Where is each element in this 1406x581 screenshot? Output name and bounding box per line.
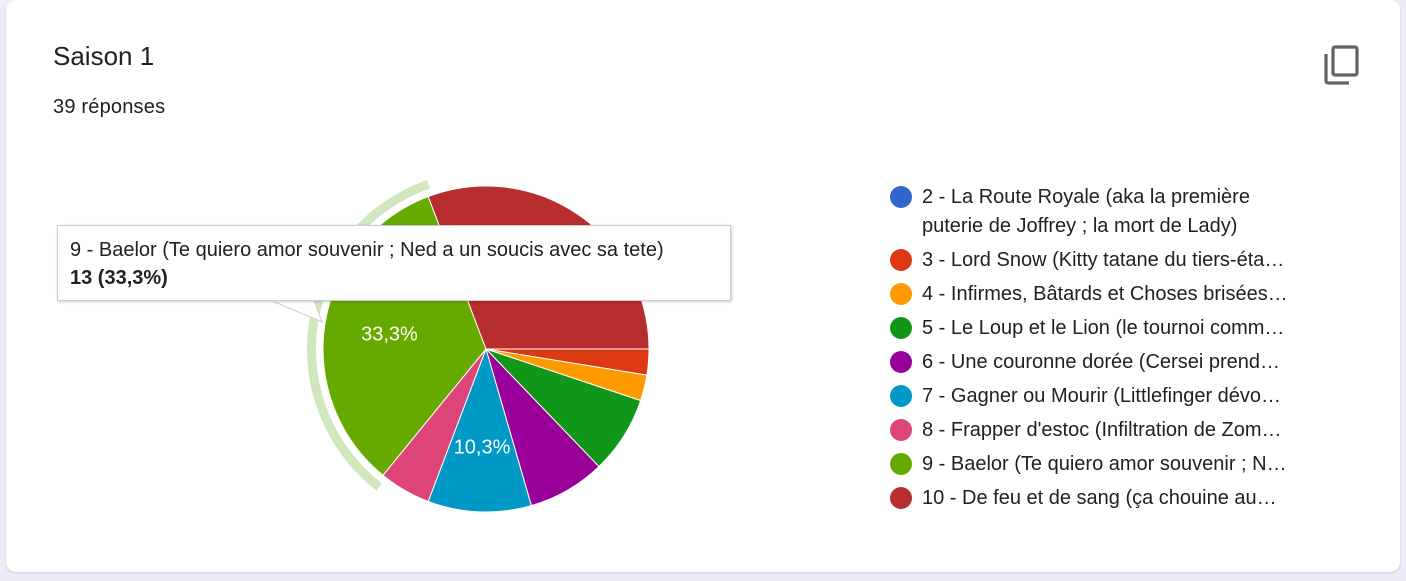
pie-slice[interactable] xyxy=(427,347,532,513)
legend-item[interactable]: 7 - Gagner ou Mourir (Littlefinger dévo… xyxy=(890,382,1330,411)
legend-swatch xyxy=(890,249,912,271)
slice-percent-label: 10,3% xyxy=(454,437,511,459)
legend-label: 6 - Une couronne dorée (Cersei prend… xyxy=(922,351,1280,373)
legend-swatch xyxy=(890,385,912,407)
response-count: 39 réponses xyxy=(53,96,166,118)
legend-label: 8 - Frapper d'estoc (Infiltration de Zom… xyxy=(922,419,1282,441)
legend-item[interactable]: 8 - Frapper d'estoc (Infiltration de Zom… xyxy=(890,416,1330,445)
legend-label: 3 - Lord Snow (Kitty tatane du tiers-éta… xyxy=(922,249,1285,271)
tooltip-pointer xyxy=(270,300,323,323)
legend-swatch xyxy=(890,487,912,509)
question-title: Saison 1 xyxy=(53,41,155,71)
legend-label: 7 - Gagner ou Mourir (Littlefinger dévo… xyxy=(922,385,1282,407)
legend-label: 2 - La Route Royale (aka la première put… xyxy=(922,186,1250,237)
chart-legend: 2 - La Route Royale (aka la première put… xyxy=(890,183,1330,518)
legend-swatch xyxy=(890,186,912,208)
legend-item[interactable]: 10 - De feu et de sang (ça chouine au… xyxy=(890,484,1330,513)
copy-icon xyxy=(1324,45,1359,85)
legend-item[interactable]: 9 - Baelor (Te quiero amor souvenir ; N… xyxy=(890,450,1330,479)
legend-item[interactable]: 2 - La Route Royale (aka la première put… xyxy=(890,183,1330,241)
copy-chart-button[interactable] xyxy=(1314,38,1368,92)
legend-item[interactable]: 6 - Une couronne dorée (Cersei prend… xyxy=(890,348,1330,377)
slice-tooltip: 9 - Baelor (Te quiero amor souvenir ; Ne… xyxy=(57,225,731,301)
legend-label: 4 - Infirmes, Bâtards et Choses brisées… xyxy=(922,283,1288,305)
legend-label: 5 - Le Loup et le Lion (le tournoi comm… xyxy=(922,317,1285,339)
legend-item[interactable]: 5 - Le Loup et le Lion (le tournoi comm… xyxy=(890,314,1330,343)
legend-swatch xyxy=(890,419,912,441)
legend-swatch xyxy=(890,283,912,305)
tooltip-label: 9 - Baelor (Te quiero amor souvenir ; Ne… xyxy=(70,239,664,261)
legend-item[interactable]: 3 - Lord Snow (Kitty tatane du tiers-éta… xyxy=(890,246,1330,275)
legend-label: 10 - De feu et de sang (ça chouine au… xyxy=(922,487,1277,509)
legend-swatch xyxy=(890,453,912,475)
legend-item[interactable]: 4 - Infirmes, Bâtards et Choses brisées… xyxy=(890,280,1330,309)
legend-label: 9 - Baelor (Te quiero amor souvenir ; N… xyxy=(922,453,1287,475)
tooltip-value: 13 (33,3%) xyxy=(70,267,168,289)
legend-swatch xyxy=(890,351,912,373)
slice-percent-label: 33,3% xyxy=(361,323,418,345)
legend-swatch xyxy=(890,317,912,339)
